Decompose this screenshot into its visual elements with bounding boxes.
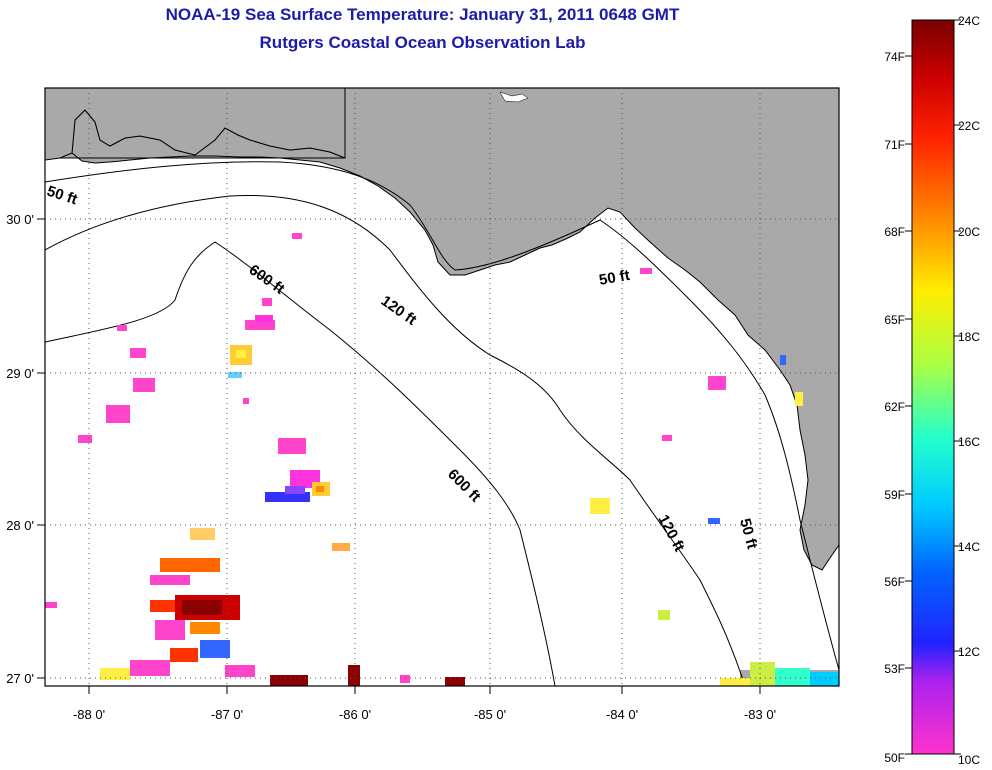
colorbar-label-c: 16C xyxy=(958,435,980,449)
lon-label: -84 0' xyxy=(606,707,638,722)
colorbar-label-c: 20C xyxy=(958,225,980,239)
colorbar-label-c: 12C xyxy=(958,645,980,659)
lat-label: 30 0' xyxy=(6,212,34,227)
lon-label: -87 0' xyxy=(211,707,243,722)
contour-label: 50 ft xyxy=(598,267,631,289)
colorbar-label-c: 10C xyxy=(958,753,980,767)
tick-marks xyxy=(37,218,761,694)
colorbar-label-f: 62F xyxy=(884,400,905,414)
lake xyxy=(499,91,529,103)
contour-50ft-west xyxy=(45,161,839,671)
map-frame xyxy=(44,87,840,687)
colorbar-ticks xyxy=(905,19,961,755)
lat-label: 29 0' xyxy=(6,366,34,381)
contour-120ft xyxy=(45,194,746,686)
colorbar-label-c: 24C xyxy=(958,14,980,28)
sst-pixels xyxy=(45,233,839,686)
lat-label: 28 0' xyxy=(6,518,34,533)
lon-label: -86 0' xyxy=(339,707,371,722)
lon-label: -83 0' xyxy=(744,707,776,722)
colorbar-scale xyxy=(911,19,955,755)
contour-600ft xyxy=(45,241,556,686)
colorbar-label-c: 18C xyxy=(958,330,980,344)
colorbar-label-f: 65F xyxy=(884,313,905,327)
map-title: NOAA-19 Sea Surface Temperature: January… xyxy=(165,5,680,24)
colorbar-label-f: 74F xyxy=(884,50,905,64)
colorbar-label-c: 22C xyxy=(958,119,980,133)
colorbar-label-f: 56F xyxy=(884,575,905,589)
colorbar-label-f: 71F xyxy=(884,138,905,152)
lon-label: -88 0' xyxy=(73,707,105,722)
colorbar-label-f: 59F xyxy=(884,488,905,502)
colorbar-label-f: 68F xyxy=(884,225,905,239)
lat-label: 27 0' xyxy=(6,671,34,686)
colorbar-label-f: 50F xyxy=(884,751,905,765)
colorbar-label-c: 14C xyxy=(958,540,980,554)
lon-label: -85 0' xyxy=(474,707,506,722)
map-subtitle: Rutgers Coastal Ocean Observation Lab xyxy=(259,33,586,52)
colorbar-label-f: 53F xyxy=(884,662,905,676)
land-mass-west xyxy=(45,88,346,161)
